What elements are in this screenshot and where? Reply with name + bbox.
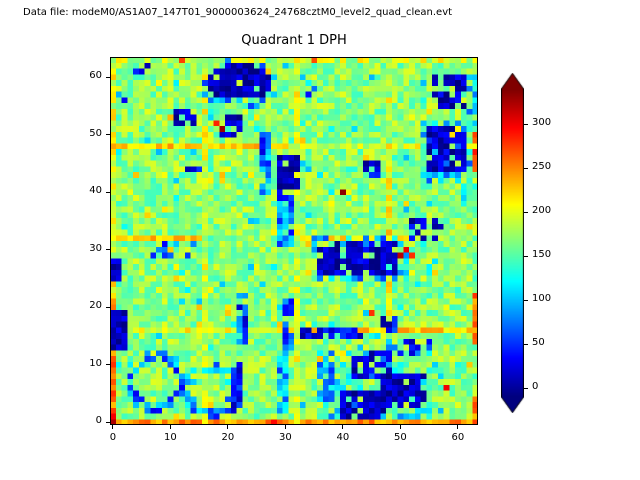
- x-tick-mark-10: [169, 425, 171, 429]
- colorbar-tick-label-200: 200: [532, 205, 552, 217]
- x-tick-label-20: 20: [221, 432, 235, 443]
- colorbar: 0 50 100 150 200 250 300: [501, 73, 551, 413]
- x-tick-mark-60: [457, 425, 459, 429]
- y-tick-mark-60: [106, 76, 110, 78]
- y-tick-label-20: 20: [89, 300, 102, 312]
- data-file-annotation: Data file: modeM0/AS1A07_147T01_90000036…: [23, 7, 453, 18]
- colorbar-tick-mark-200: [524, 211, 528, 213]
- plot-area: 0 10 20 30 40 50 60 0 10 20 30 40 50 60: [89, 57, 478, 443]
- y-tick-label-60: 60: [89, 70, 102, 82]
- y-tick-mark-50: [106, 134, 110, 136]
- colorbar-tick-mark-50: [524, 343, 528, 345]
- colorbar-tick-label-250: 250: [532, 161, 552, 173]
- y-tick-label-40: 40: [89, 185, 102, 197]
- x-tick-label-60: 60: [451, 432, 465, 443]
- x-tick-label-0: 0: [109, 432, 117, 443]
- x-tick-mark-0: [112, 425, 114, 429]
- colorbar-tick-mark-250: [524, 167, 528, 169]
- y-tick-label-30: 30: [89, 242, 102, 254]
- y-tick-mark-30: [106, 249, 110, 251]
- colorbar-tick-label-150: 150: [532, 249, 552, 261]
- x-tick-mark-50: [399, 425, 401, 429]
- y-tick-mark-20: [106, 306, 110, 308]
- colorbar-tick-label-0: 0: [532, 381, 539, 393]
- colorbar-tick-mark-150: [524, 255, 528, 257]
- y-tick-mark-10: [106, 364, 110, 366]
- colorbar-tick-label-100: 100: [532, 293, 552, 305]
- chart-title: Quadrant 1 DPH: [241, 33, 347, 48]
- colorbar-tick-label-50: 50: [532, 337, 545, 349]
- heatmap-canvas: [110, 57, 478, 425]
- x-tick-mark-40: [342, 425, 344, 429]
- y-tick-mark-40: [106, 191, 110, 193]
- x-tick-label-50: 50: [394, 432, 407, 443]
- colorbar-tick-mark-0: [524, 387, 528, 389]
- colorbar-tick-label-300: 300: [532, 117, 552, 129]
- x-tick-label-30: 30: [279, 432, 292, 443]
- y-tick-label-10: 10: [89, 357, 102, 369]
- colorbar-canvas: [501, 73, 524, 413]
- colorbar-tick-mark-300: [524, 123, 528, 125]
- colorbar-tick-mark-100: [524, 299, 528, 301]
- y-tick-label-0: 0: [95, 415, 102, 427]
- x-tick-label-40: 40: [336, 432, 350, 443]
- y-tick-mark-0: [106, 421, 110, 423]
- y-tick-label-50: 50: [89, 127, 102, 139]
- x-tick-mark-20: [227, 425, 229, 429]
- x-tick-label-10: 10: [164, 432, 177, 443]
- x-tick-mark-30: [284, 425, 286, 429]
